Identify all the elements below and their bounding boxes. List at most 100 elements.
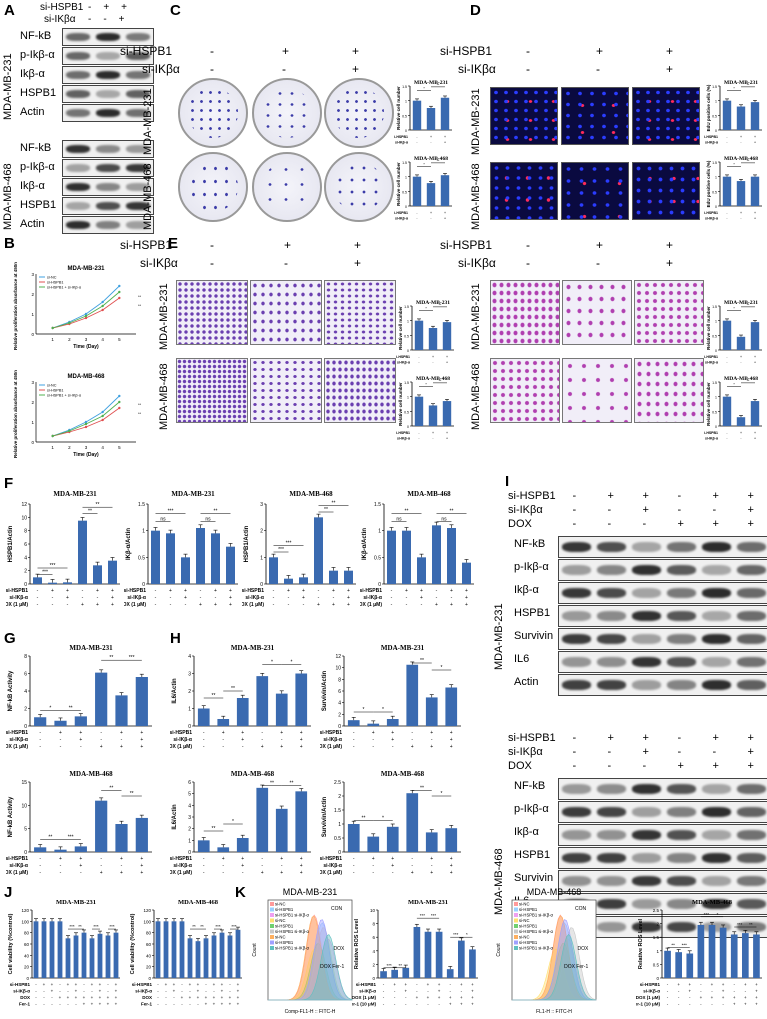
treatment-sign: - — [181, 989, 183, 994]
treatment-sign: + — [214, 588, 217, 594]
y-tick-label: 100 — [21, 919, 29, 924]
treatment-sign: + — [237, 1002, 240, 1007]
e2-siikba-label: si-IKβα — [458, 256, 496, 270]
blot-band — [96, 71, 120, 79]
treatment-row-label: si-IKβ-α — [9, 863, 29, 869]
blot-treatment-sign: + — [677, 760, 684, 772]
y-axis-label: Relative cell number — [396, 162, 401, 206]
e2-cell-231: MDA-MB-231 — [470, 283, 482, 350]
chart-title: MDA-MB-468 — [527, 887, 582, 897]
blot-band — [597, 680, 626, 690]
blot-band — [597, 657, 626, 667]
x-tick-label: 4 — [101, 337, 104, 342]
treatment-sign: - — [222, 737, 224, 743]
treatment-sign: - — [411, 730, 413, 736]
blot-band — [126, 52, 150, 60]
treatment-sign: - — [391, 595, 393, 601]
blot-row-label: Actin — [20, 218, 45, 230]
treatment-row-label: si-HSPB1 — [132, 982, 153, 987]
y-tick-label: 12 — [335, 654, 341, 660]
e1-s6: + — [354, 256, 362, 270]
y-tick-label: 6 — [338, 689, 341, 695]
blot-band — [66, 221, 90, 229]
a-signs-2: --+ — [88, 14, 137, 25]
y-axis-label: Relative cell number — [706, 382, 711, 426]
treatment-sign: + — [471, 989, 474, 994]
treatment-sign: - — [100, 863, 102, 869]
treatment-sign: + — [733, 995, 736, 1000]
treatment-sign: - — [288, 595, 290, 601]
blot-band — [632, 542, 661, 552]
treatment-row-label: si-HSPB1 — [170, 730, 192, 736]
treatment-sign: - — [667, 995, 669, 1000]
panel-label-k: K — [235, 884, 246, 901]
treatment-sign: - — [181, 1002, 183, 1007]
treatment-sign: + — [120, 856, 123, 862]
treatment-sign: - — [35, 1002, 37, 1007]
e1-s5: - — [284, 256, 288, 270]
bar — [386, 826, 399, 852]
treatment-sign: - — [189, 1002, 191, 1007]
treatment-sign: - — [383, 989, 385, 994]
blot-row-label: p-Ikβ-α — [20, 49, 55, 61]
x-tick-label: 3 — [85, 445, 88, 450]
bar — [74, 716, 87, 726]
treatment-sign: - — [157, 1002, 159, 1007]
migration-image — [250, 280, 322, 345]
bar — [722, 396, 732, 426]
blot-band — [562, 853, 591, 863]
treatment-sign: + — [99, 982, 102, 987]
treatment-sign: - — [726, 431, 728, 435]
treatment-row-label: DOX — [20, 995, 30, 1000]
blot-band — [702, 588, 731, 598]
treatment-row-label: si-HSPB1 — [124, 588, 146, 594]
treatment-sign: - — [170, 595, 172, 601]
blot-band — [597, 853, 626, 863]
treatment-sign: + — [99, 995, 102, 1000]
treatment-sign: - — [430, 141, 432, 145]
treatment-sign: - — [242, 870, 244, 876]
significance-mark: *** — [50, 563, 56, 569]
blot-band — [737, 876, 766, 886]
treatment-sign: + — [66, 595, 69, 601]
significance-mark: ** — [747, 379, 750, 383]
bar — [93, 565, 102, 584]
blot-row-label: Survivin — [514, 630, 554, 642]
bar — [367, 836, 380, 852]
treatment-sign: - — [392, 744, 394, 750]
treatment-sign: - — [213, 989, 215, 994]
y-tick-label: 0.5 — [653, 962, 660, 967]
blot-band — [667, 634, 696, 644]
treatment-sign: + — [222, 730, 225, 736]
bar — [432, 525, 441, 584]
y-tick-label: 6 — [24, 672, 27, 678]
blot-band — [96, 109, 120, 117]
chart-title: MDA-MB-231 — [724, 300, 758, 306]
data-point — [84, 314, 88, 318]
treatment-sign: - — [726, 211, 728, 215]
y-axis-label: IL6/Actin — [172, 678, 178, 704]
e2-s3: + — [666, 238, 674, 252]
blot-band — [126, 145, 150, 153]
legend-swatch — [270, 918, 274, 923]
bar — [34, 717, 47, 726]
chart-title: MDA-MB-468 — [724, 376, 758, 382]
legend-label: si-HSPB1 — [275, 924, 294, 929]
treatment-sign: + — [75, 982, 78, 987]
significance-mark: ** — [439, 303, 442, 307]
legend-swatch — [270, 907, 274, 912]
treatment-sign: - — [222, 863, 224, 869]
treatment-sign: - — [418, 361, 420, 365]
significance-mark: *** — [704, 912, 710, 917]
y-tick-label: 0 — [31, 332, 34, 337]
treatment-sign: - — [711, 1002, 713, 1007]
treatment-sign: - — [185, 602, 187, 608]
invasion-image — [562, 358, 632, 423]
blot-band — [597, 807, 626, 817]
e1-cell-231: MDA-MB-231 — [158, 283, 170, 350]
treatment-sign: + — [430, 870, 433, 876]
blot-strip — [62, 178, 154, 196]
series-line — [52, 285, 120, 329]
blot-strip — [558, 559, 767, 581]
